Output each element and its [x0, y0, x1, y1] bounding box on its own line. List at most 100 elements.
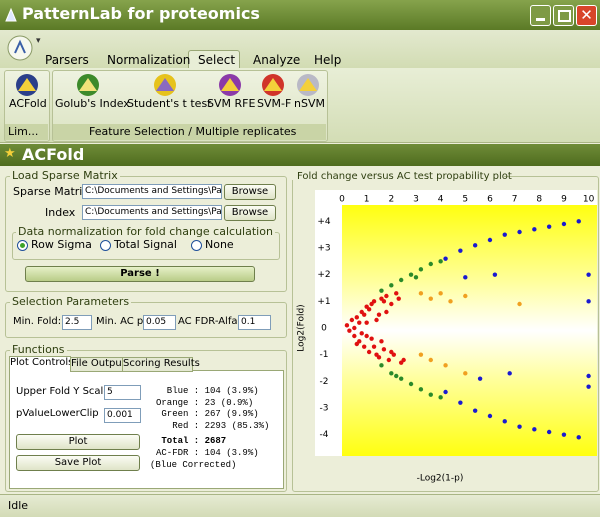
data-point: [384, 309, 389, 315]
group-label-bar: [5, 124, 48, 140]
data-point: [546, 429, 552, 435]
data-point: [349, 317, 355, 323]
data-point: [443, 256, 448, 261]
data-point: [586, 384, 591, 389]
field-label: AC FDR-Alfa:: [178, 316, 241, 327]
data-point: [418, 291, 424, 296]
y-tick-label: 0: [321, 324, 327, 334]
browse-button[interactable]: Browse: [224, 205, 276, 221]
data-point: [472, 408, 478, 413]
star-icon: ★: [4, 146, 16, 161]
data-point: [398, 277, 404, 283]
ribbon-button[interactable]: SVM-F: [257, 97, 292, 110]
maximize-button[interactable]: [553, 5, 574, 26]
data-point: [438, 291, 443, 296]
text-input[interactable]: C:\Documents and Settings\Paulo\: [82, 184, 222, 199]
data-point: [492, 272, 498, 277]
button-icon: [77, 74, 99, 96]
text-input[interactable]: 0.1: [238, 315, 271, 330]
group-box: [5, 350, 287, 492]
data-point: [517, 424, 522, 429]
tab[interactable]: Select: [198, 53, 236, 67]
app-menu-button[interactable]: [6, 34, 34, 62]
data-point: [389, 283, 394, 288]
stat-line: Green : 267 (9.9%): [156, 409, 259, 419]
chart: Fold change versus AC test propability p…: [292, 168, 597, 484]
data-point: [344, 323, 350, 328]
parse-button[interactable]: Parse !: [25, 266, 255, 282]
close-button[interactable]: ✕: [576, 5, 597, 26]
data-point: [428, 296, 433, 301]
ribbon-button[interactable]: Golub's Index: [55, 97, 130, 110]
data-point: [586, 272, 591, 277]
text-input[interactable]: 0.001: [104, 408, 141, 423]
data-point: [502, 419, 507, 424]
function-tab[interactable]: Scoring Results: [122, 357, 200, 372]
radio-label[interactable]: Total Signal: [114, 238, 177, 251]
data-point: [364, 333, 369, 339]
data-point: [357, 320, 362, 325]
field-label: Upper Fold Y Scale: [16, 386, 110, 397]
group-label: Lim...: [8, 125, 39, 138]
x-tick-label: 6: [487, 195, 493, 205]
text-input[interactable]: 0.05: [143, 315, 176, 330]
status-text: Idle: [8, 499, 29, 512]
group-title: Selection Parameters: [10, 295, 132, 308]
data-point: [463, 275, 468, 280]
status-bar: [0, 494, 600, 517]
plot-background: [342, 205, 597, 456]
tab[interactable]: Parsers: [45, 53, 89, 67]
function-tab[interactable]: Plot Controls: [9, 356, 73, 371]
menu-bar: [0, 30, 600, 68]
tab[interactable]: Analyze: [253, 53, 301, 67]
group-title: Functions: [10, 343, 67, 356]
save-plot-button[interactable]: Save Plot: [16, 455, 140, 471]
data-point: [532, 227, 537, 232]
data-point: [586, 373, 591, 379]
data-point: [389, 349, 394, 355]
text-input[interactable]: 2.5: [62, 315, 92, 330]
y-tick-label: -3: [320, 404, 329, 414]
tab[interactable]: Normalization: [107, 53, 191, 67]
tab[interactable]: Help: [314, 53, 342, 67]
radio-label[interactable]: Row Sigma: [31, 238, 92, 251]
ribbon-button[interactable]: Student's t test: [127, 97, 212, 110]
radio-button[interactable]: [17, 240, 28, 251]
radio-label[interactable]: None: [205, 238, 234, 251]
stat-total: Total : 2687: [156, 436, 227, 446]
ribbon-button[interactable]: nSVM: [294, 97, 325, 110]
data-point: [379, 363, 384, 368]
data-point: [398, 376, 404, 381]
x-axis-label: -Log2(1-p): [417, 474, 464, 484]
data-point: [376, 355, 382, 360]
data-point: [517, 301, 522, 307]
group-label: Feature Selection / Multiple replicates: [89, 125, 297, 138]
y-tick-label: -2: [320, 377, 329, 387]
window-title: PatternLab for proteomics: [22, 4, 260, 23]
x-tick-label: 5: [462, 195, 468, 205]
minimize-button[interactable]: [530, 5, 551, 26]
text-input[interactable]: 5: [104, 385, 141, 400]
data-point: [487, 413, 493, 419]
ribbon-button[interactable]: ACFold: [9, 97, 47, 110]
title-bar: [0, 0, 600, 30]
radio-button[interactable]: [191, 240, 202, 251]
data-point: [502, 232, 507, 237]
browse-button[interactable]: Browse: [224, 184, 276, 200]
function-tab[interactable]: File Output: [70, 357, 126, 372]
text-input[interactable]: C:\Documents and Settings\Paulo\: [82, 205, 222, 220]
data-point: [376, 312, 382, 317]
radio-button[interactable]: [100, 240, 111, 251]
data-point: [366, 349, 372, 355]
group-title: Data normalization for fold change calcu…: [16, 225, 275, 238]
panel-header: [0, 144, 600, 166]
quick-access-arrow[interactable]: ▾: [36, 36, 41, 46]
data-point: [396, 296, 401, 301]
x-tick-label: 1: [364, 195, 370, 205]
data-point: [369, 336, 374, 341]
data-point: [354, 341, 359, 347]
data-point: [408, 381, 414, 387]
plot-button[interactable]: Plot: [16, 434, 140, 450]
ribbon-button[interactable]: SVM RFE: [207, 97, 256, 110]
group-title: Load Sparse Matrix: [10, 169, 120, 182]
